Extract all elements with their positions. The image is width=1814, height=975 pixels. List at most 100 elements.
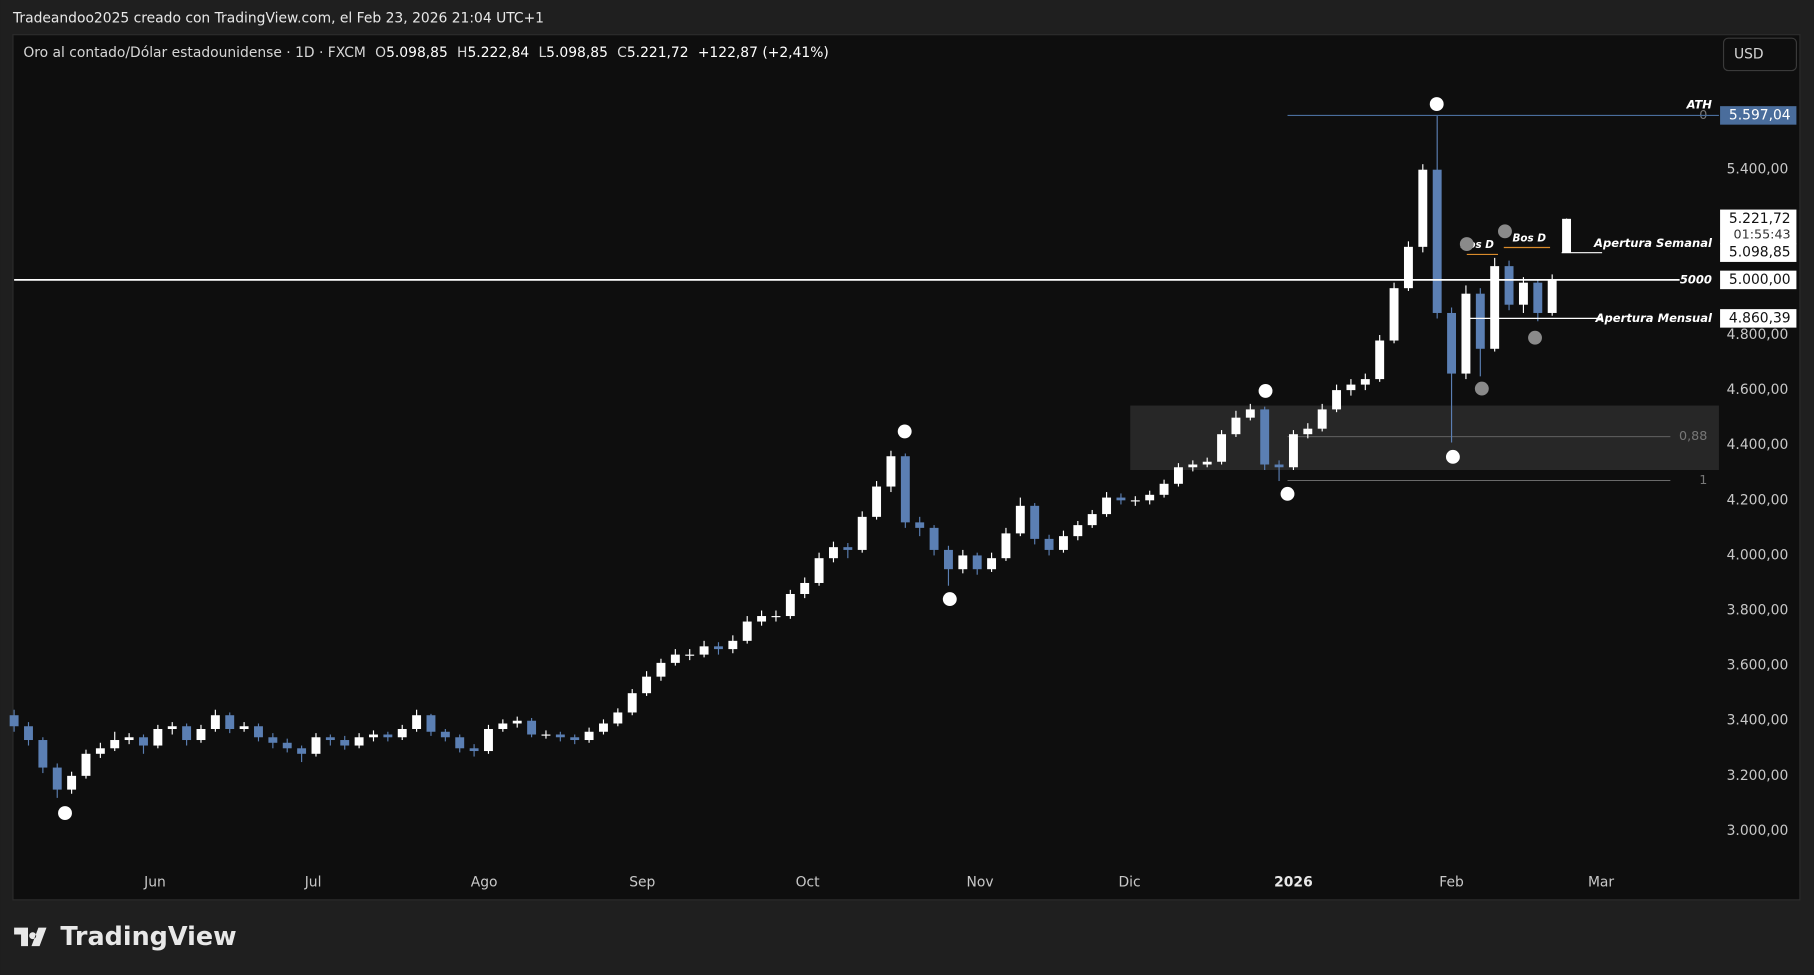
legend-item: O — [375, 45, 386, 61]
candle-body — [1288, 434, 1298, 468]
candle-body — [728, 640, 738, 650]
candle-body — [1533, 282, 1543, 313]
candle-body — [297, 748, 307, 754]
candle-body — [167, 726, 177, 730]
logo: TradingView — [14, 921, 237, 951]
candle-body — [369, 734, 378, 738]
level-price-box — [1720, 243, 1797, 262]
x-tick-label: Sep — [629, 874, 655, 890]
y-tick-label: 3.800,00 — [1727, 603, 1789, 619]
candle-body — [1547, 279, 1557, 313]
candle-body — [1159, 483, 1169, 495]
candle-body — [1015, 505, 1025, 534]
candle-body — [555, 734, 565, 738]
pivot-dot — [58, 806, 72, 821]
y-tick-label: 3.200,00 — [1727, 768, 1789, 784]
candle-body — [1087, 514, 1097, 526]
candle-body — [915, 522, 925, 528]
legend-item: +122,87 (+2,41%) — [698, 45, 829, 61]
level-price: 4.860,39 — [1729, 310, 1791, 326]
x-tick-label: Dic — [1118, 874, 1140, 890]
x-tick-label: Oct — [796, 874, 821, 890]
ath-label: ATH — [1686, 98, 1713, 112]
candle-body — [656, 662, 666, 677]
candle-body — [24, 726, 33, 741]
pivot-dot — [1429, 97, 1444, 112]
legend: Oro al contado/Dólar estadounidense · 1D… — [23, 45, 828, 61]
candle-body — [311, 737, 321, 754]
candle-body — [771, 616, 781, 618]
candle-body — [498, 723, 508, 730]
candle-body — [268, 737, 278, 743]
candle-body — [1231, 417, 1241, 435]
candle-body — [512, 720, 522, 724]
candle-body — [254, 726, 263, 738]
candle-body — [699, 646, 709, 655]
candle-body — [685, 654, 695, 656]
x-tick-label: Mar — [1588, 874, 1614, 890]
pivot-dot — [1445, 449, 1460, 464]
candle-body — [785, 593, 795, 617]
countdown: 01:55:43 — [1734, 227, 1791, 242]
candle-body — [1403, 246, 1413, 289]
y-tick-label: 4.600,00 — [1727, 382, 1789, 398]
y-tick-label: 3.600,00 — [1727, 658, 1789, 674]
candle-body — [857, 516, 867, 550]
candle-body — [354, 737, 364, 746]
candle-body — [440, 731, 450, 738]
candle-body — [1260, 409, 1270, 465]
candle-body — [225, 715, 235, 730]
candle-body — [1073, 525, 1083, 537]
logo-text: TradingView — [60, 921, 236, 951]
legend-item: 5.098,85 — [546, 45, 608, 61]
ath-price: 5.597,04 — [1729, 107, 1791, 123]
candle-body — [397, 729, 407, 738]
candle-body — [800, 582, 810, 594]
candle-body — [1217, 434, 1227, 462]
pivot-dot — [1258, 383, 1273, 398]
candle-body — [886, 456, 896, 487]
candle-body — [972, 555, 982, 570]
candle-body — [9, 715, 19, 727]
candle-body — [1303, 428, 1313, 435]
candle-body — [943, 549, 953, 570]
y-tick-label: 5.400,00 — [1727, 162, 1789, 178]
candle-body — [325, 737, 335, 741]
level-price-box — [1720, 309, 1797, 328]
currency-label: USD — [1734, 46, 1764, 62]
y-tick-label: 4.000,00 — [1727, 547, 1789, 563]
y-tick-label: 3.000,00 — [1727, 823, 1789, 839]
legend-item: Oro al contado/Dólar estadounidense · 1D… — [23, 45, 366, 61]
candle-body — [757, 616, 767, 622]
legend-item: C — [617, 45, 627, 61]
candle-body — [1375, 340, 1385, 380]
candle-body — [814, 558, 824, 583]
level-price: 5.098,85 — [1729, 245, 1791, 261]
candle-body — [527, 720, 537, 735]
candle-body — [1044, 538, 1054, 550]
candle-body — [1475, 293, 1485, 349]
pivot-dot-minor — [1498, 224, 1512, 239]
candle-body — [599, 723, 608, 732]
level-name: 5000 — [1680, 272, 1712, 286]
candle-body — [1418, 169, 1428, 247]
candle-body — [541, 734, 551, 736]
candle-body — [196, 729, 206, 741]
candle-body — [1274, 464, 1284, 468]
candle-body — [642, 676, 652, 694]
currency-button[interactable] — [1722, 37, 1797, 72]
candle-body — [455, 737, 465, 749]
header-title: Tradeandoo2025 creado con TradingView.co… — [12, 11, 544, 27]
candle-body — [1173, 467, 1183, 484]
candle-body — [1001, 533, 1011, 559]
level-price: 5.000,00 — [1729, 272, 1791, 288]
pivot-dot-minor — [1459, 237, 1474, 251]
candle-body — [714, 646, 723, 650]
candle-body — [1389, 288, 1399, 341]
candle-body — [1562, 218, 1572, 253]
candle-body — [1202, 461, 1212, 465]
x-tick-label: Jul — [304, 874, 322, 890]
y-tick-label: 4.200,00 — [1727, 492, 1789, 508]
candle-body — [1030, 505, 1040, 539]
